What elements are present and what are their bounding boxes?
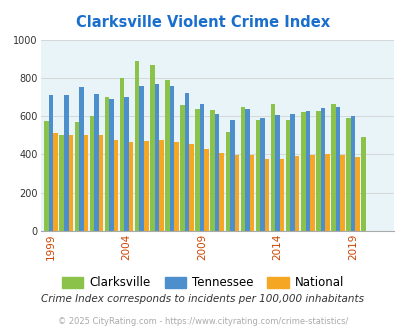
Bar [174,142,178,231]
Bar [225,132,230,231]
Bar [139,85,144,231]
Bar [169,85,174,231]
Bar [260,118,264,231]
Bar [285,120,290,231]
Bar [279,159,283,231]
Bar [68,135,73,231]
Bar [210,111,214,231]
Bar [345,118,350,231]
Bar [330,104,335,231]
Bar [214,114,219,231]
Bar [294,156,299,231]
Text: Clarksville Violent Crime Index: Clarksville Violent Crime Index [76,15,329,30]
Bar [189,144,193,231]
Bar [245,109,249,231]
Bar [154,83,159,231]
Bar [234,155,239,231]
Bar [230,120,234,231]
Bar [249,155,254,231]
Bar [144,141,148,231]
Bar [119,78,124,231]
Bar [305,112,309,231]
Bar [109,99,113,231]
Bar [90,116,94,231]
Bar [354,157,359,231]
Bar [300,112,305,231]
Bar [315,112,320,231]
Bar [180,105,184,231]
Bar [94,94,98,231]
Bar [264,159,269,231]
Bar [134,61,139,231]
Bar [75,122,79,231]
Legend: Clarksville, Tennessee, National: Clarksville, Tennessee, National [57,272,348,294]
Bar [83,135,88,231]
Bar [270,104,275,231]
Bar [184,93,189,231]
Bar [255,120,260,231]
Bar [124,97,129,231]
Bar [195,110,199,231]
Bar [150,65,154,231]
Bar [324,154,329,231]
Bar [199,104,204,231]
Bar [204,149,209,231]
Bar [350,116,354,231]
Bar [219,153,224,231]
Bar [275,115,279,231]
Bar [49,95,53,231]
Bar [320,108,324,231]
Bar [240,107,245,231]
Bar [44,121,49,231]
Bar [53,133,58,231]
Bar [79,87,83,231]
Bar [309,155,314,231]
Bar [339,155,344,231]
Bar [64,95,68,231]
Text: Crime Index corresponds to incidents per 100,000 inhabitants: Crime Index corresponds to incidents per… [41,294,364,304]
Bar [165,80,169,231]
Bar [335,107,339,231]
Bar [129,142,133,231]
Text: © 2025 CityRating.com - https://www.cityrating.com/crime-statistics/: © 2025 CityRating.com - https://www.city… [58,317,347,326]
Bar [159,140,163,231]
Bar [360,137,365,231]
Bar [59,135,64,231]
Bar [113,140,118,231]
Bar [104,97,109,231]
Bar [290,114,294,231]
Bar [98,135,103,231]
